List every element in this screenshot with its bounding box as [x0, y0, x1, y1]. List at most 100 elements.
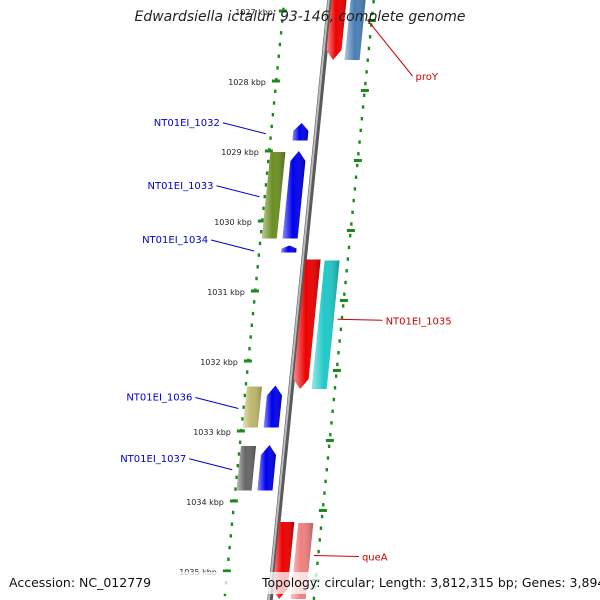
guide-dot — [326, 456, 330, 460]
ruler-label: 1033 kbp — [193, 428, 231, 437]
genome-backbone — [267, 0, 333, 600]
guide-dot — [323, 491, 326, 495]
ruler-dot — [234, 487, 237, 491]
label-leader — [210, 239, 255, 252]
gene-block-shade — [344, 0, 366, 60]
guide-dot — [354, 175, 358, 179]
major-tick — [229, 499, 238, 503]
guide-dot — [329, 432, 332, 437]
gene-block-shade — [242, 386, 262, 428]
guide-dot — [356, 163, 359, 168]
guide-dot — [367, 46, 371, 51]
gene-features — [236, 0, 367, 599]
guide-dot — [319, 526, 323, 530]
gene-arrow-shade — [281, 245, 297, 253]
ruler-dot — [267, 159, 270, 164]
gene-nt01ei_1033[interactable] — [261, 151, 306, 239]
ruler-dot — [270, 124, 273, 129]
major-tick — [236, 429, 245, 433]
gene-nt01ei_1032[interactable] — [292, 123, 309, 141]
major-tick — [367, 19, 376, 22]
ruler-dot — [236, 464, 239, 468]
gene-arrow-shade — [282, 151, 306, 239]
gene-proy[interactable] — [326, 0, 367, 60]
major-tick — [257, 219, 266, 223]
gene-nt01ei_1035[interactable] — [293, 259, 340, 390]
label-leader — [189, 458, 233, 471]
gene-labels: proY NT01EI_1032 NT01EI_1033 NT01EI_1034 NT0… — [120, 19, 452, 564]
gene-nt01ei_1034[interactable] — [281, 245, 297, 253]
ruler-dot — [281, 19, 284, 23]
map-title: Edwardsiella ictaluri 93-146, complete g… — [134, 9, 466, 25]
major-tick — [271, 79, 280, 83]
ruler-label: 1030 kbp — [214, 218, 252, 227]
ruler-dot — [257, 253, 261, 257]
backbone-highlight — [267, 0, 330, 600]
ruler-dot — [263, 194, 266, 199]
ruler-label: 1032 kbp — [200, 358, 238, 367]
gene-nt01ei_1037[interactable] — [236, 445, 276, 491]
gene-label[interactable]: queA — [362, 553, 388, 564]
accession-text: Accession: NC_012779 — [9, 575, 152, 590]
guide-dot — [338, 339, 341, 343]
ruler-dot — [237, 452, 241, 456]
ruler-dot — [262, 206, 265, 210]
guide-dot — [320, 514, 324, 519]
major-tick — [250, 289, 259, 293]
guide-dot — [350, 222, 353, 226]
ruler-dot — [228, 545, 231, 550]
major-tick — [353, 159, 362, 162]
gene-label[interactable]: NT01EI_1032 — [154, 118, 220, 129]
gene-nt01ei_1036[interactable] — [242, 385, 282, 428]
ruler-dot — [231, 510, 235, 515]
label-leader — [216, 185, 260, 198]
guide-dot — [346, 257, 350, 261]
ruler-dot — [271, 113, 275, 117]
gene-label[interactable]: NT01EI_1033 — [147, 181, 213, 192]
gene-block-shade — [261, 152, 286, 239]
guide-dot — [358, 140, 361, 144]
guide-dot — [327, 444, 331, 448]
major-tick — [360, 89, 369, 92]
ruler-label: 1028 kbp — [228, 78, 266, 87]
ruler-dot — [249, 335, 252, 339]
guide-dot — [366, 58, 369, 62]
major-tick — [264, 149, 273, 153]
guide-dot — [364, 81, 367, 86]
ruler-dot — [276, 66, 279, 70]
guide-dot — [357, 152, 360, 156]
ruler-dot — [274, 89, 277, 93]
ruler-dot — [277, 54, 280, 58]
guide-dot — [344, 280, 347, 285]
major-tick — [346, 229, 355, 232]
guide-dot — [365, 70, 368, 74]
guide-dot — [324, 479, 327, 484]
gene-label[interactable]: NT01EI_1036 — [126, 393, 192, 404]
guide-dot — [349, 234, 352, 238]
genome-info-text: Topology: circular; Length: 3,812,315 bp… — [262, 575, 600, 590]
ruler-dot — [242, 405, 245, 409]
gene-label[interactable]: proY — [416, 72, 439, 83]
ruler-label: 1031 kbp — [207, 288, 245, 297]
ruler-dot — [235, 475, 238, 480]
gene-label[interactable]: NT01EI_1035 — [386, 316, 452, 327]
guide-dot — [359, 128, 362, 133]
ruler-ticks: 1027 kbp 1028 kbp 1029 kbp 1030 kbp 1031 kbp… — [179, 0, 376, 600]
ruler-label: 1027 kbp — [235, 8, 273, 17]
gene-label[interactable]: NT01EI_1034 — [142, 235, 208, 246]
guide-dot — [316, 561, 319, 565]
guide-dot — [331, 409, 334, 413]
guide-dot — [318, 538, 321, 542]
guide-dot — [340, 315, 344, 320]
gene-block-shade — [311, 260, 340, 389]
ruler-dot — [272, 101, 276, 105]
ruler-dot — [278, 42, 282, 47]
gene-label[interactable]: NT01EI_1037 — [120, 454, 186, 465]
guide-dot — [352, 198, 355, 203]
label-leader — [313, 555, 359, 557]
guide-dot — [322, 503, 325, 507]
major-tick — [222, 569, 231, 573]
ruler-dot — [279, 31, 283, 35]
ruler-dot — [227, 557, 230, 561]
guide-dot — [336, 362, 339, 367]
